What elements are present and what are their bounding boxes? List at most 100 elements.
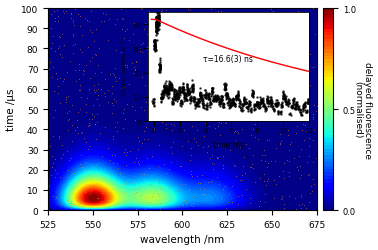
Point <box>296 79 302 83</box>
Point <box>115 130 121 134</box>
Point <box>62 193 68 197</box>
Point <box>64 70 70 74</box>
Point <box>212 194 218 198</box>
Point <box>112 153 118 157</box>
Point <box>300 74 306 78</box>
Point <box>200 188 206 192</box>
Point <box>191 12 197 16</box>
Point <box>231 163 237 167</box>
Point <box>233 175 239 179</box>
Point <box>81 70 87 73</box>
Point <box>290 41 296 45</box>
Point <box>293 98 299 102</box>
Point <box>52 17 58 21</box>
Point <box>57 175 63 179</box>
Point <box>288 20 294 24</box>
Point <box>187 158 193 162</box>
Point <box>304 160 310 164</box>
Point <box>237 68 243 72</box>
Point <box>118 172 124 176</box>
Point <box>70 21 76 25</box>
Point <box>59 33 65 37</box>
Point <box>193 140 199 144</box>
Point <box>152 55 158 59</box>
Point <box>148 182 154 186</box>
Point <box>252 136 258 140</box>
Point <box>211 162 217 166</box>
Point <box>295 18 301 22</box>
Point <box>50 161 56 165</box>
Point <box>263 11 269 15</box>
Point <box>261 148 267 152</box>
Point <box>218 122 224 126</box>
Point <box>142 83 148 87</box>
Point <box>107 158 113 162</box>
Point <box>184 59 191 63</box>
Point <box>137 47 143 51</box>
Point <box>252 12 258 16</box>
Point <box>127 204 133 208</box>
Point <box>180 204 186 208</box>
Point <box>80 68 86 72</box>
Point <box>281 202 287 206</box>
Point <box>237 89 243 93</box>
Point <box>246 32 252 36</box>
Point <box>167 38 173 42</box>
Point <box>64 112 70 116</box>
Point <box>95 88 101 92</box>
Point <box>301 28 307 32</box>
Point <box>215 117 221 121</box>
Point <box>87 124 93 128</box>
Point <box>278 98 284 102</box>
Point <box>307 191 313 195</box>
Point <box>198 37 204 41</box>
Point <box>56 45 62 49</box>
Point <box>194 128 200 132</box>
Point <box>186 35 192 39</box>
Point <box>240 34 246 38</box>
Point <box>243 187 249 191</box>
Point <box>94 120 101 124</box>
Point <box>51 90 57 94</box>
Point <box>107 200 113 204</box>
Point <box>179 144 185 148</box>
Point <box>214 156 220 160</box>
Point <box>172 52 178 56</box>
Point <box>300 123 306 127</box>
Point <box>288 140 294 144</box>
Point <box>294 32 301 36</box>
Point <box>70 18 76 22</box>
Point <box>252 122 258 126</box>
Point <box>73 202 79 206</box>
Point <box>110 71 116 75</box>
Point <box>275 60 281 64</box>
Point <box>163 122 169 126</box>
Point <box>68 156 74 160</box>
Point <box>115 18 121 22</box>
Point <box>284 159 290 163</box>
Point <box>184 8 191 12</box>
Point <box>135 147 141 151</box>
Point <box>129 62 135 66</box>
Point <box>311 104 317 108</box>
Point <box>274 84 280 88</box>
Point <box>99 189 105 193</box>
Point <box>209 34 215 38</box>
Point <box>177 48 183 52</box>
Point <box>279 25 285 29</box>
Point <box>234 106 240 110</box>
Point <box>83 141 89 145</box>
Point <box>191 204 197 208</box>
Point <box>189 87 195 91</box>
Point <box>206 124 212 128</box>
Point <box>311 128 317 132</box>
Point <box>49 42 55 46</box>
Point <box>132 108 138 112</box>
Point <box>260 76 266 80</box>
Point <box>82 187 88 191</box>
Point <box>55 91 61 95</box>
Point <box>82 17 88 21</box>
Point <box>208 51 214 55</box>
Point <box>216 143 222 147</box>
Point <box>118 87 124 91</box>
